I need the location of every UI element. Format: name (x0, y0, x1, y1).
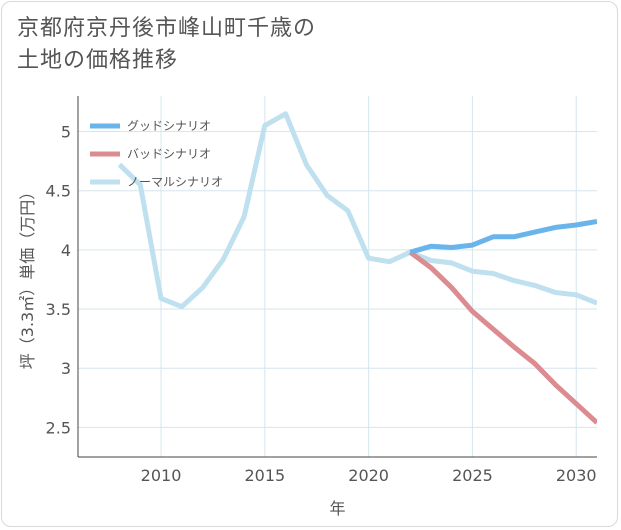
y-tick-label: 4 (61, 241, 71, 260)
grid-lines (78, 96, 597, 457)
series-line-1 (408, 250, 597, 425)
legend-label: グッドシナリオ (127, 119, 211, 133)
x-tick-label: 2030 (556, 466, 597, 485)
y-tick-label: 3.5 (46, 300, 71, 319)
chart-title-line-1: 京都府京丹後市峰山町千歳の (17, 16, 317, 41)
x-tick-label: 2020 (348, 466, 389, 485)
x-tick-labels: 2010 2015 2020 2025 2030 (141, 466, 597, 485)
series-line-0 (409, 219, 597, 255)
legend-label: ノーマルシナリオ (127, 175, 223, 189)
legend-label: バッドシナリオ (127, 147, 211, 161)
chart-title: 京都府京丹後市峰山町千歳の 土地の価格推移 (17, 13, 316, 77)
y-tick-label: 3 (61, 359, 71, 378)
y-tick-label: 2.5 (46, 418, 71, 437)
legend-item-2[interactable]: ノーマルシナリオ (90, 175, 223, 189)
x-tick-label: 2010 (141, 466, 182, 485)
x-tick-label: 2015 (244, 466, 285, 485)
axes (77, 96, 597, 458)
legend-item-1[interactable]: バッドシナリオ (90, 147, 211, 161)
x-tick-label: 2025 (452, 466, 493, 485)
y-tick-label: 4.5 (46, 182, 71, 201)
y-tick-labels: 2.5 3 3.5 4 4.5 5 (46, 123, 71, 438)
legend-item-0[interactable]: グッドシナリオ (90, 119, 211, 133)
x-axis-title: 年 (329, 499, 345, 518)
series-lines (117, 111, 597, 425)
series-line-2 (117, 111, 597, 310)
chart-title-line-2: 土地の価格推移 (17, 48, 179, 73)
y-tick-label: 5 (61, 123, 71, 142)
y-axis-title: 坪（3.3㎡）単価（万円） (18, 184, 37, 369)
